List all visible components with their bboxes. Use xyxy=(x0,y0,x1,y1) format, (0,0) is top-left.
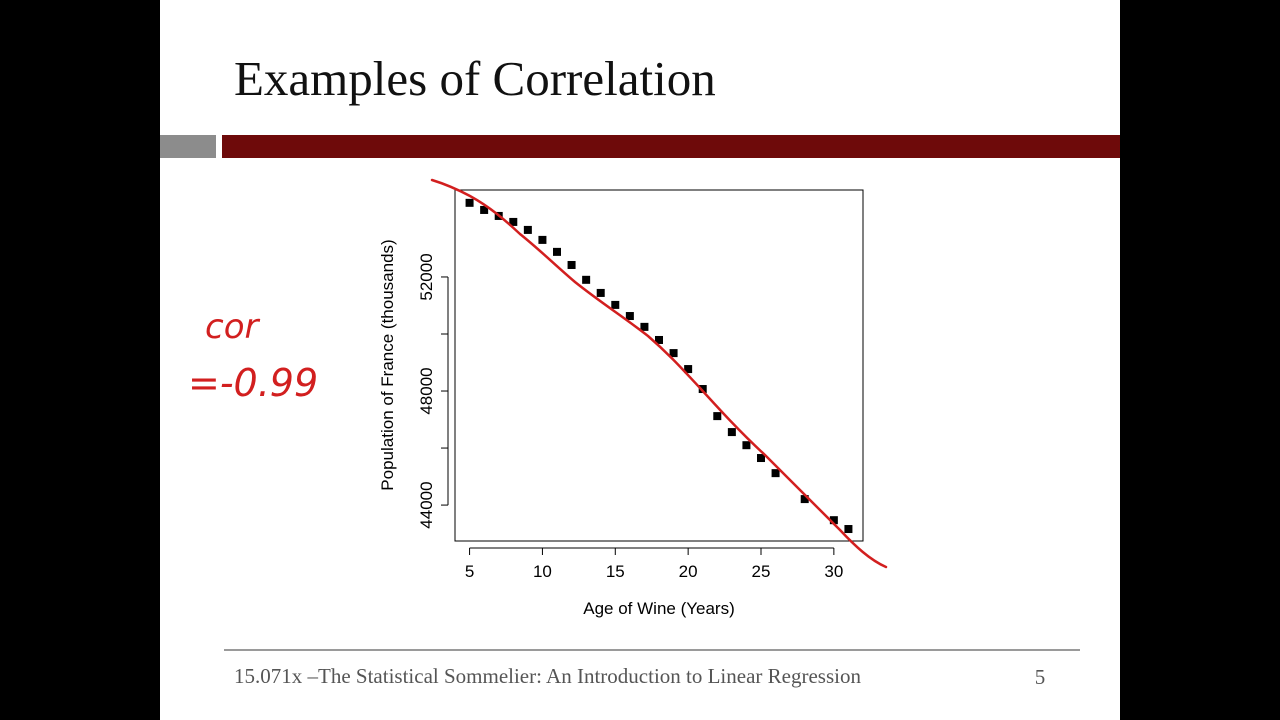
scatter-point xyxy=(800,495,809,504)
y-axis-label: Population of France (thousands) xyxy=(378,239,397,490)
slide-background xyxy=(160,0,1120,720)
scatter-point xyxy=(669,349,678,358)
hand-drawn-trend-line xyxy=(430,178,888,569)
scatter-point xyxy=(553,247,561,256)
x-tick-label: 15 xyxy=(606,562,625,581)
slide-title: Examples of Correlation xyxy=(234,51,716,106)
scatter-point xyxy=(698,385,707,394)
annotation-line2: =-0.99 xyxy=(188,361,318,405)
y-tick-label: 52000 xyxy=(417,253,436,300)
scatter-point xyxy=(538,235,547,244)
header-bar xyxy=(222,135,1120,158)
scatter-point xyxy=(640,322,649,331)
page-number: 5 xyxy=(1035,665,1046,689)
scatter-point xyxy=(465,198,474,207)
plot-marks: 5 10 15 20 25 30 44000 48000 52000 xyxy=(417,198,853,581)
scatter-point xyxy=(523,225,532,234)
x-axis-label: Age of Wine (Years) xyxy=(583,599,735,618)
scatter-point xyxy=(829,516,838,525)
footer-text: 15.071x –The Statistical Sommelier: An I… xyxy=(234,664,861,688)
annotation-line1: cor xyxy=(205,307,260,347)
x-tick-label: 10 xyxy=(533,562,552,581)
scatter-point xyxy=(480,205,489,214)
x-tick-label: 25 xyxy=(752,562,771,581)
y-tick-label: 44000 xyxy=(417,481,436,528)
scatter-point xyxy=(771,469,780,478)
scatter-point xyxy=(684,365,693,374)
scatter-point xyxy=(844,525,853,534)
scatter-point xyxy=(625,312,634,321)
scatter-point xyxy=(727,428,736,437)
scatter-point xyxy=(655,335,663,344)
scatter-point xyxy=(509,217,518,226)
scatter-point xyxy=(713,412,722,421)
scatter-point xyxy=(757,454,765,463)
x-tick-label: 30 xyxy=(824,562,843,581)
x-tick-label: 20 xyxy=(679,562,698,581)
header-accent xyxy=(160,135,216,158)
y-tick-label: 48000 xyxy=(417,367,436,414)
scatter-point xyxy=(582,275,591,284)
scatter-point xyxy=(611,300,620,309)
plot-frame xyxy=(454,189,864,542)
x-tick-label: 5 xyxy=(465,562,474,581)
scatter-point xyxy=(596,288,605,297)
scatter-point xyxy=(742,441,751,450)
scatter-point xyxy=(567,260,576,269)
